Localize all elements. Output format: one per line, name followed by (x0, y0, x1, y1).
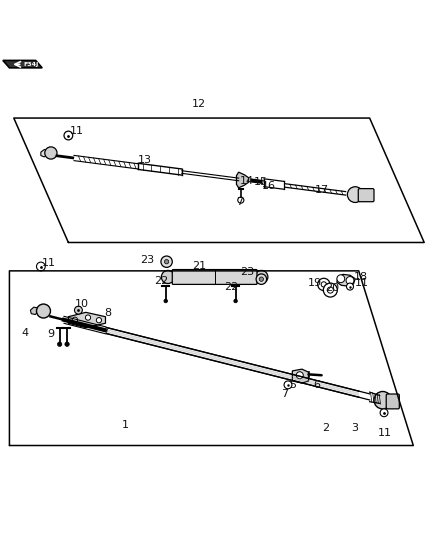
Circle shape (64, 131, 73, 140)
Circle shape (45, 147, 57, 159)
Circle shape (234, 299, 237, 303)
Text: 4: 4 (21, 328, 28, 338)
Text: 6: 6 (314, 380, 321, 390)
Circle shape (321, 282, 326, 287)
Circle shape (255, 270, 268, 284)
Circle shape (72, 317, 78, 322)
Circle shape (238, 197, 244, 203)
Circle shape (161, 270, 174, 284)
FancyBboxPatch shape (386, 394, 399, 409)
Circle shape (256, 274, 267, 285)
Circle shape (36, 304, 50, 318)
Text: 17: 17 (314, 185, 328, 195)
Circle shape (318, 278, 330, 290)
Text: 15: 15 (254, 177, 268, 187)
Text: 19: 19 (308, 278, 322, 288)
Text: 22: 22 (224, 282, 238, 293)
Circle shape (327, 287, 333, 293)
Text: 22: 22 (154, 276, 169, 286)
Text: 20: 20 (325, 283, 339, 293)
Circle shape (65, 342, 69, 346)
Text: 7: 7 (281, 389, 288, 399)
Circle shape (323, 283, 337, 297)
Text: F34J: F34J (23, 62, 39, 67)
Polygon shape (68, 312, 106, 328)
Text: 12: 12 (192, 99, 206, 109)
FancyBboxPatch shape (172, 270, 257, 285)
Text: 21: 21 (192, 261, 206, 271)
Circle shape (57, 342, 62, 346)
Text: 13: 13 (138, 155, 152, 165)
Text: 16: 16 (262, 181, 276, 191)
Text: 2: 2 (322, 423, 329, 433)
Circle shape (337, 275, 345, 282)
Text: 10: 10 (74, 298, 88, 309)
Circle shape (346, 283, 353, 290)
Text: 11: 11 (42, 259, 56, 269)
Circle shape (347, 187, 363, 203)
Circle shape (259, 277, 264, 281)
FancyBboxPatch shape (358, 189, 374, 201)
Text: 23: 23 (140, 255, 154, 265)
Circle shape (161, 256, 172, 268)
Polygon shape (337, 274, 355, 286)
Circle shape (85, 315, 91, 320)
Circle shape (164, 299, 167, 303)
Text: 11: 11 (378, 429, 392, 438)
Circle shape (36, 262, 45, 271)
Text: 3: 3 (351, 423, 358, 433)
Polygon shape (30, 307, 39, 314)
Text: 1: 1 (122, 419, 129, 430)
Text: 9: 9 (47, 329, 54, 339)
Circle shape (164, 260, 169, 264)
Text: 5: 5 (289, 380, 296, 390)
Circle shape (296, 372, 303, 379)
Polygon shape (237, 172, 249, 188)
Text: 23: 23 (240, 267, 254, 277)
Polygon shape (3, 60, 42, 68)
Text: 14: 14 (240, 176, 254, 187)
Text: 7: 7 (237, 197, 244, 207)
Polygon shape (292, 369, 308, 383)
Circle shape (346, 277, 354, 285)
Circle shape (96, 318, 102, 323)
Text: 11: 11 (70, 126, 84, 136)
Circle shape (74, 306, 82, 314)
Circle shape (380, 409, 388, 417)
Text: 18: 18 (354, 271, 368, 281)
Polygon shape (106, 327, 359, 397)
Polygon shape (41, 149, 48, 157)
Text: 11: 11 (355, 278, 369, 288)
Text: 8: 8 (104, 308, 111, 318)
Circle shape (284, 381, 292, 389)
Circle shape (374, 391, 392, 409)
